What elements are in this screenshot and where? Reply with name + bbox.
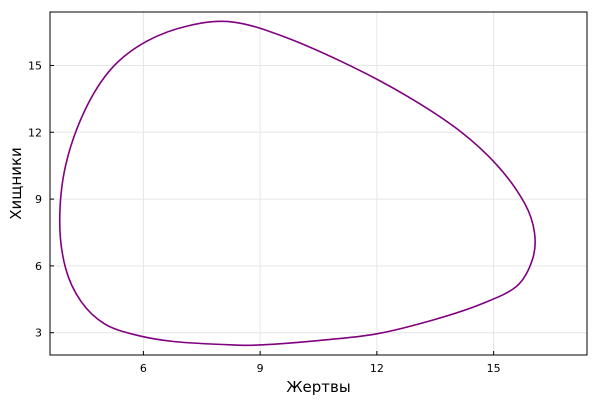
x-tick-label: 15 bbox=[487, 362, 501, 375]
y-tick-label: 9 bbox=[35, 193, 42, 206]
y-axis-label: Хищники bbox=[7, 147, 25, 220]
x-tick-label: 12 bbox=[370, 362, 384, 375]
series-line bbox=[58, 20, 536, 347]
x-axis-label: Жертвы bbox=[286, 378, 350, 396]
x-tick-label: 6 bbox=[140, 362, 147, 375]
y-tick-label: 6 bbox=[35, 260, 42, 273]
grid bbox=[50, 12, 587, 355]
y-tick-label: 15 bbox=[28, 59, 42, 72]
y-tick-label: 12 bbox=[28, 126, 42, 139]
y-tick-label: 3 bbox=[35, 327, 42, 340]
ticks: 6 9 12 15 3 6 9 12 15 bbox=[28, 59, 501, 375]
x-tick-label: 9 bbox=[257, 362, 264, 375]
plot-frame bbox=[49, 11, 588, 356]
series-layer bbox=[58, 20, 536, 347]
